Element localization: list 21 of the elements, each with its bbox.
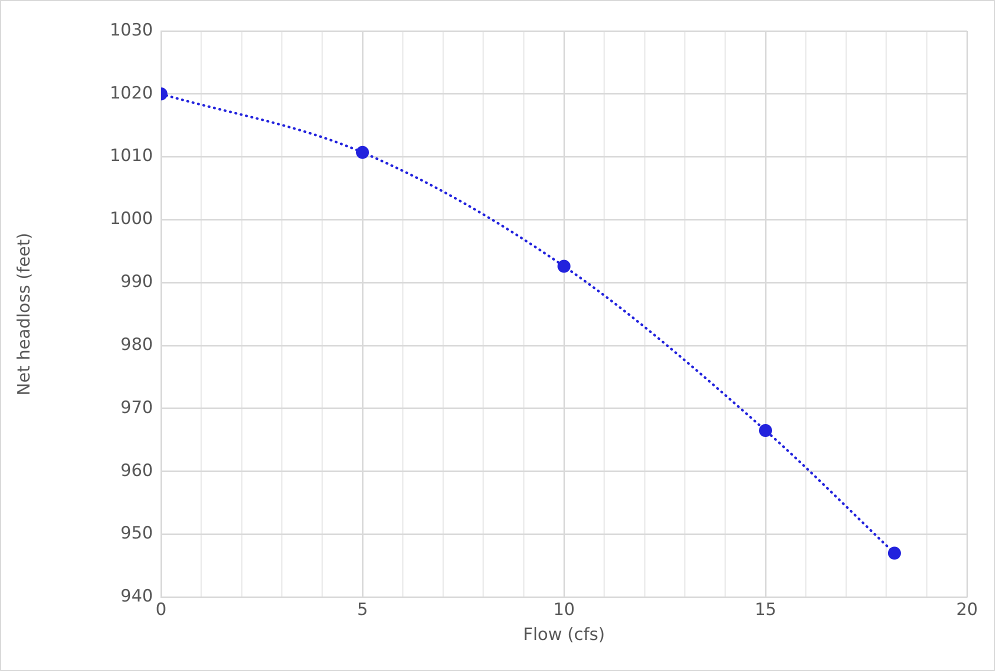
y-tick-label: 970 <box>120 398 153 418</box>
point <box>888 546 901 560</box>
y-tick-label: 950 <box>120 524 153 544</box>
y-tick-label: 960 <box>120 460 153 481</box>
y-tick-label: 940 <box>120 586 153 607</box>
point <box>759 424 772 437</box>
y-tick-label: 1020 <box>110 83 153 104</box>
y-tick-label: 1010 <box>110 146 153 166</box>
y-tick-label: 990 <box>120 272 153 292</box>
x-tick-label: 20 <box>956 600 978 620</box>
x-tick-label: 10 <box>553 600 575 620</box>
x-tick-label: 0 <box>156 600 166 620</box>
y-axis-title: Net headloss (feet) <box>14 232 35 396</box>
y-tick-label: 980 <box>120 334 153 355</box>
point <box>558 260 570 273</box>
x-axis-title: Flow (cfs) <box>523 625 605 646</box>
y-tick-label: 1000 <box>110 209 153 230</box>
point <box>356 146 369 159</box>
x-tick-label: 15 <box>754 600 776 620</box>
x-tick-label: 5 <box>357 600 368 620</box>
y-tick-label: 1030 <box>110 20 153 40</box>
